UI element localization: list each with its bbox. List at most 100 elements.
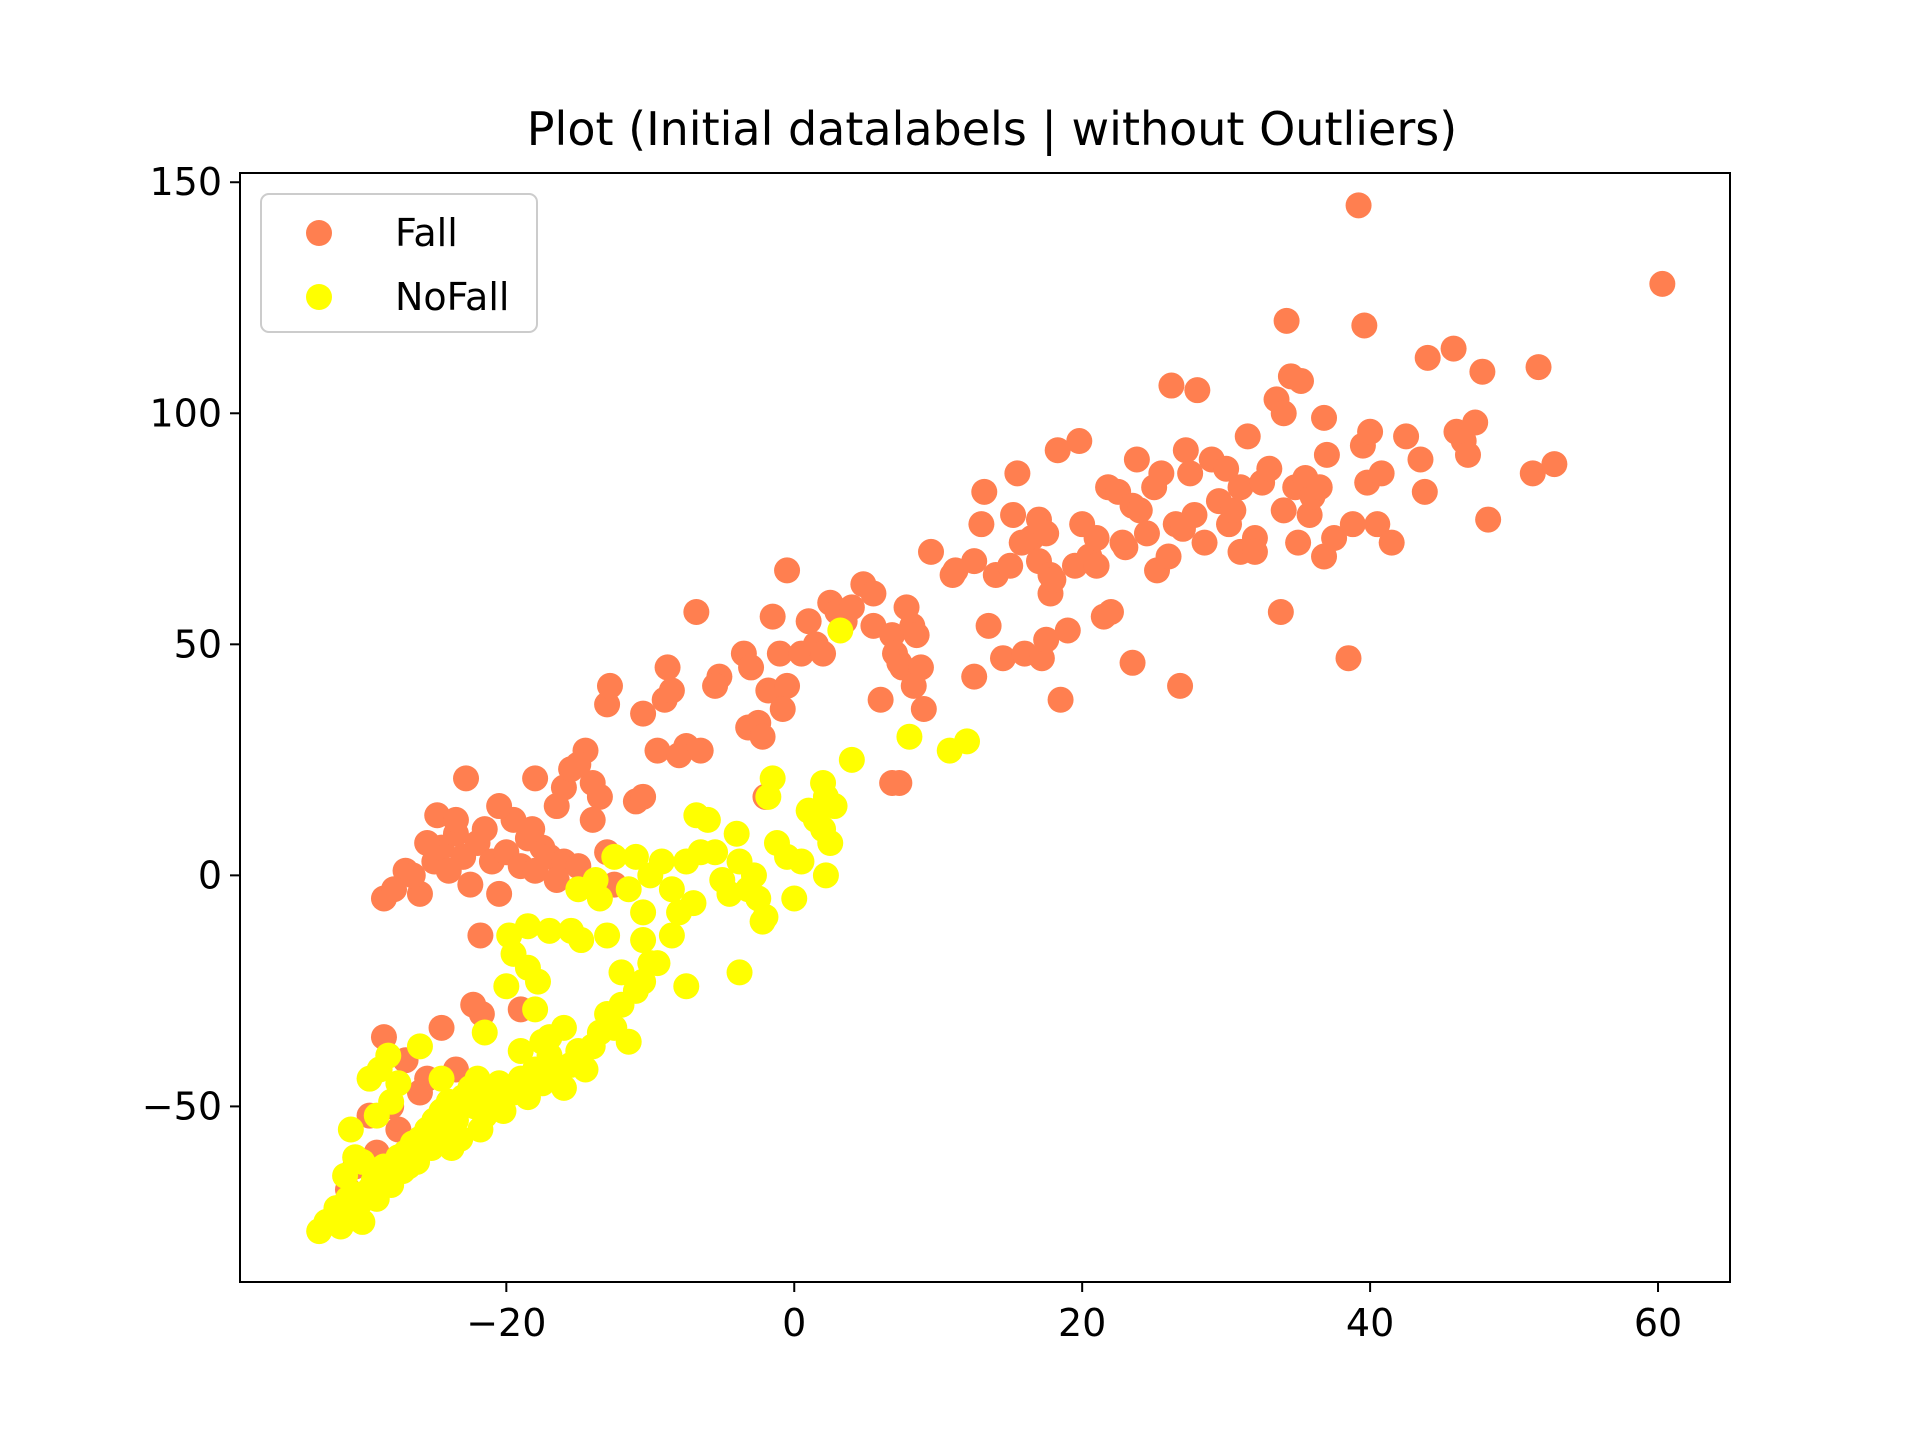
nofall-point [471, 1019, 498, 1046]
nofall-point [896, 723, 923, 750]
nofall-point [572, 1056, 599, 1083]
nofall-point [507, 1037, 534, 1064]
nofall-point [594, 922, 621, 949]
fall-point [989, 645, 1016, 672]
nofall-point [827, 617, 854, 644]
fall-point [1393, 423, 1420, 450]
nofall-point [375, 1042, 402, 1069]
fall-point [1351, 312, 1378, 339]
fall-point [795, 608, 822, 635]
fall-point [867, 686, 894, 713]
fall-point [1126, 497, 1153, 524]
nofall-point [428, 1065, 455, 1092]
fall-point [1273, 307, 1300, 334]
fall-point [1339, 511, 1366, 538]
x-tick-label: 0 [782, 1301, 806, 1345]
fall-point [1044, 437, 1071, 464]
fall-point [428, 1014, 455, 1041]
nofall-point [716, 880, 743, 907]
fall-point [579, 806, 606, 833]
nofall-point [467, 1116, 494, 1143]
fall-point [903, 622, 930, 649]
fall-point [1133, 520, 1160, 547]
fall-point [1541, 451, 1568, 478]
plot-area: −20 0 20 40 60 −50 0 50 100 150 [142, 160, 1731, 1345]
fall-point [774, 557, 801, 584]
fall-point [1306, 474, 1333, 501]
x-tick-label: 20 [1058, 1301, 1106, 1345]
fall-point [522, 765, 549, 792]
fall-point [687, 737, 714, 764]
fall-point [749, 723, 776, 750]
nofall-point [680, 890, 707, 917]
nofall-point [630, 927, 657, 954]
series-nofall [306, 617, 981, 1245]
fall-point [1172, 437, 1199, 464]
x-axis: −20 0 20 40 60 [466, 1282, 1682, 1345]
fall-point [1454, 441, 1481, 468]
y-axis: −50 0 50 100 150 [142, 160, 240, 1128]
fall-point [1158, 372, 1185, 399]
nofall-point [601, 843, 628, 870]
nofall-point [378, 1088, 405, 1115]
nofall-point [622, 843, 649, 870]
fall-point [1345, 192, 1372, 219]
fall-point [1368, 460, 1395, 487]
fall-point [1033, 626, 1060, 653]
fall-point [900, 672, 927, 699]
nofall-point [615, 1028, 642, 1055]
fall-point [630, 700, 657, 727]
fall-point [1287, 367, 1314, 394]
fall-point [1313, 441, 1340, 468]
nofall-point [438, 1134, 465, 1161]
fall-point [971, 478, 998, 505]
nofall-point [536, 1024, 563, 1051]
fall-point [381, 876, 408, 903]
nofall-point [536, 917, 563, 944]
fall-point [1414, 344, 1441, 371]
y-tick-label: 150 [149, 160, 222, 204]
fall-point [1148, 460, 1175, 487]
y-tick-label: 50 [174, 622, 222, 666]
nofall-point [749, 908, 776, 935]
fall-point [486, 880, 513, 907]
fall-point [918, 538, 945, 565]
fall-point [1364, 511, 1391, 538]
nofall-point [586, 885, 613, 912]
fall-point [1066, 428, 1093, 455]
chart-title: Plot (Initial datalabels | without Outli… [527, 102, 1457, 157]
fall-point [467, 922, 494, 949]
fall-point [1270, 497, 1297, 524]
fall-point [1119, 649, 1146, 676]
fall-point [1256, 455, 1283, 482]
fall-point [399, 862, 426, 889]
fall-point [975, 612, 1002, 639]
nofall-point [648, 848, 675, 875]
fall-point [1083, 525, 1110, 552]
fall-point [1525, 354, 1552, 381]
fall-point [769, 696, 796, 723]
fall-point [1311, 404, 1338, 431]
fall-point [1267, 598, 1294, 625]
fall-point [774, 672, 801, 699]
nofall-point [673, 973, 700, 1000]
legend-marker-nofall [306, 284, 332, 310]
fall-point [1220, 497, 1247, 524]
fall-point [1213, 455, 1240, 482]
fall-point [1378, 529, 1405, 556]
fall-point [586, 783, 613, 810]
fall-point [666, 742, 693, 769]
fall-point [759, 603, 786, 630]
nofall-point [568, 927, 595, 954]
fall-point [453, 765, 480, 792]
fall-point [1440, 335, 1467, 362]
fall-point [1033, 520, 1060, 547]
nofall-point [565, 876, 592, 903]
fall-point [519, 816, 546, 843]
nofall-point [337, 1116, 364, 1143]
x-tick-label: 40 [1346, 1301, 1394, 1345]
fall-point [658, 677, 685, 704]
nofall-point [740, 862, 767, 889]
nofall-point [810, 816, 837, 843]
